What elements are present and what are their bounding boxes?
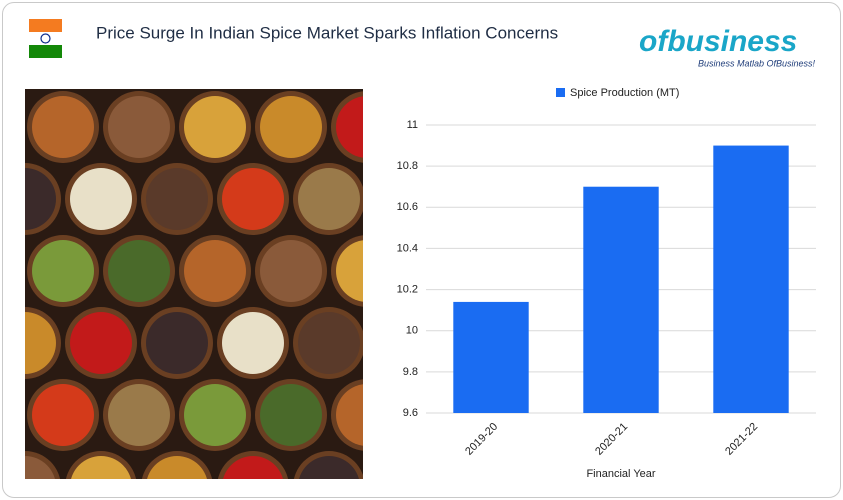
y-tick-label: 10 bbox=[406, 325, 418, 337]
spice bbox=[298, 312, 360, 374]
x-tick-label: 2021-22 bbox=[723, 421, 760, 458]
flag-white bbox=[29, 32, 62, 45]
spice bbox=[25, 312, 56, 374]
spice bbox=[298, 168, 360, 230]
spice bbox=[260, 96, 322, 158]
spice bbox=[222, 312, 284, 374]
spice bbox=[25, 456, 55, 479]
legend-label: Spice Production (MT) bbox=[570, 87, 679, 99]
spice bbox=[71, 456, 131, 479]
bar bbox=[713, 145, 789, 414]
infographic: Price Surge In Indian Spice Market Spark… bbox=[25, 19, 816, 480]
x-tick-label: 2020-21 bbox=[593, 421, 630, 458]
page-title: Price Surge In Indian Spice Market Spark… bbox=[96, 23, 558, 42]
spice bbox=[146, 168, 208, 230]
y-tick-label: 11 bbox=[407, 119, 418, 131]
y-tick-label: 10.2 bbox=[397, 283, 418, 295]
spice bbox=[70, 168, 132, 230]
x-tick-label: 2019-20 bbox=[463, 421, 500, 458]
spice bbox=[336, 384, 363, 446]
spice bbox=[184, 384, 246, 446]
spice bbox=[260, 384, 322, 446]
bar bbox=[583, 186, 659, 413]
bar bbox=[453, 301, 529, 413]
spice bbox=[222, 168, 284, 230]
spice bbox=[146, 312, 208, 374]
logo-tagline: Business Matlab OfBusiness! bbox=[698, 58, 816, 68]
y-tick-label: 10.8 bbox=[397, 160, 418, 172]
chart: 9.6 9.8 10 10.2 10.4 10.6 10.8 11 Spice Producti… bbox=[397, 87, 816, 480]
logo-brand: ofbusiness bbox=[639, 25, 797, 58]
y-tick-label: 9.6 bbox=[403, 407, 418, 419]
spice bbox=[299, 456, 359, 479]
spice bbox=[336, 96, 363, 158]
india-flag bbox=[29, 19, 62, 58]
spice bbox=[25, 168, 56, 230]
flag-green bbox=[29, 45, 62, 58]
spice bbox=[108, 240, 170, 302]
spice bbox=[32, 384, 94, 446]
y-tick-label: 9.8 bbox=[403, 366, 418, 378]
spice bbox=[108, 384, 170, 446]
spice bbox=[32, 96, 94, 158]
flag-saffron bbox=[29, 19, 62, 32]
spice bbox=[184, 240, 246, 302]
flag-chakra bbox=[40, 33, 51, 44]
spice bbox=[223, 456, 283, 479]
y-tick-label: 10.6 bbox=[397, 201, 418, 213]
spice bbox=[336, 240, 363, 302]
spice bbox=[147, 456, 207, 479]
x-axis-title: Financial Year bbox=[586, 468, 655, 480]
spice bbox=[260, 240, 322, 302]
spice bbox=[32, 240, 94, 302]
y-tick-label: 10.4 bbox=[397, 242, 418, 254]
spice-photo bbox=[25, 89, 363, 479]
spice bbox=[70, 312, 132, 374]
legend-swatch bbox=[556, 88, 565, 97]
spice bbox=[108, 96, 170, 158]
spice bbox=[184, 96, 246, 158]
